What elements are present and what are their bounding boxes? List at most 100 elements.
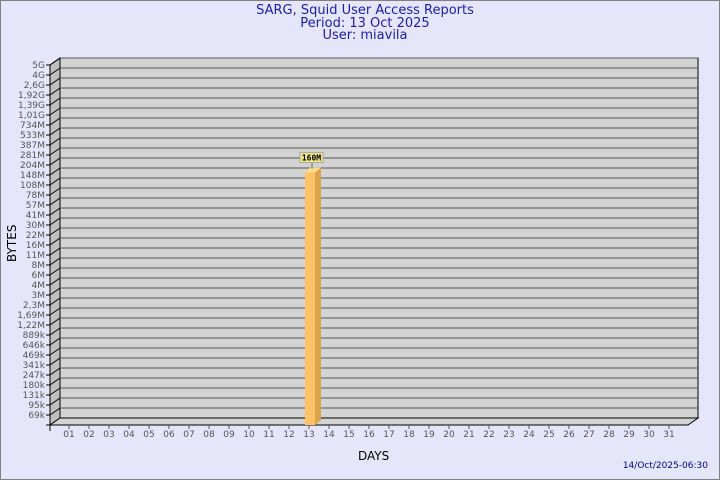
y-tick-label: 131k bbox=[23, 391, 46, 401]
y-tick-diagonal bbox=[49, 77, 61, 86]
y-tick-label: 204M bbox=[20, 161, 45, 171]
y-tick-diagonal bbox=[49, 257, 61, 266]
y-tick-label: 3M bbox=[32, 291, 46, 301]
y-tick-diagonal bbox=[49, 117, 61, 126]
chart-period: Period: 13 Oct 2025 bbox=[300, 16, 430, 31]
y-tick-label: 22M bbox=[26, 231, 45, 241]
y-tick-label: 57M bbox=[26, 201, 45, 211]
x-tick-label: 29 bbox=[623, 430, 635, 440]
x-tick-label: 28 bbox=[603, 430, 615, 440]
y-tick-diagonal bbox=[49, 377, 61, 386]
y-tick-diagonal bbox=[49, 187, 61, 196]
y-tick-label: 41M bbox=[26, 211, 45, 221]
y-tick-diagonal bbox=[49, 317, 61, 326]
x-tick-label: 20 bbox=[443, 430, 455, 440]
y-tick-diagonal bbox=[49, 307, 61, 316]
y-tick-label: 387M bbox=[20, 141, 45, 151]
y-tick-diagonal bbox=[49, 57, 61, 66]
y-tick-label: 78M bbox=[26, 191, 45, 201]
y-tick-label: 1,01G bbox=[18, 111, 45, 121]
x-tick-label: 21 bbox=[463, 430, 474, 440]
y-tick-diagonal bbox=[49, 337, 61, 346]
bar-side bbox=[315, 167, 321, 425]
y-tick-diagonal bbox=[49, 367, 61, 376]
x-tick-label: 24 bbox=[523, 430, 535, 440]
y-tick-diagonal bbox=[49, 357, 61, 366]
x-tick-label: 25 bbox=[543, 430, 554, 440]
x-tick-label: 16 bbox=[363, 430, 375, 440]
x-tick-label: 07 bbox=[183, 430, 194, 440]
y-tick-diagonal bbox=[49, 207, 61, 216]
x-tick-label: 17 bbox=[383, 430, 394, 440]
y-tick-label: 30M bbox=[26, 221, 45, 231]
y-tick-diagonal bbox=[49, 407, 61, 416]
y-tick-diagonal bbox=[49, 227, 61, 236]
x-tick-label: 18 bbox=[403, 430, 415, 440]
generated-timestamp: 14/Oct/2025-06:30 bbox=[622, 461, 708, 471]
y-tick-diagonal bbox=[49, 137, 61, 146]
x-tick-label: 06 bbox=[163, 430, 175, 440]
x-tick-label: 19 bbox=[423, 430, 435, 440]
y-tick-diagonal bbox=[49, 87, 61, 96]
y-tick-label: 180k bbox=[23, 381, 46, 391]
floor bbox=[48, 417, 700, 426]
x-tick-label: 27 bbox=[583, 430, 594, 440]
y-tick-diagonal bbox=[49, 277, 61, 286]
y-tick-diagonal bbox=[49, 397, 61, 406]
y-tick-diagonal bbox=[49, 347, 61, 356]
y-tick-diagonal bbox=[49, 247, 61, 256]
x-tick-label: 30 bbox=[643, 430, 655, 440]
x-tick-label: 11 bbox=[263, 430, 274, 440]
y-tick-diagonal bbox=[49, 287, 61, 296]
x-tick-label: 31 bbox=[663, 430, 674, 440]
y-tick-label: 8M bbox=[32, 261, 46, 271]
bar bbox=[305, 172, 315, 425]
y-tick-label: 16M bbox=[26, 241, 45, 251]
x-tick-label: 26 bbox=[563, 430, 575, 440]
x-tick-label: 05 bbox=[143, 430, 154, 440]
y-tick-diagonal bbox=[49, 177, 61, 186]
y-tick-diagonal bbox=[49, 157, 61, 166]
y-tick-diagonal bbox=[49, 127, 61, 136]
y-tick-label: 5G bbox=[32, 61, 45, 71]
y-tick-diagonal bbox=[49, 197, 61, 206]
x-tick-label: 15 bbox=[343, 430, 354, 440]
y-tick-diagonal bbox=[49, 97, 61, 106]
bar-top bbox=[305, 167, 321, 173]
x-tick-label: 03 bbox=[103, 430, 114, 440]
y-tick-label: 69k bbox=[28, 411, 45, 421]
y-tick-label: 469k bbox=[23, 351, 46, 361]
y-tick-label: 11M bbox=[26, 251, 45, 261]
x-tick-label: 14 bbox=[323, 430, 335, 440]
x-tick-label: 09 bbox=[223, 430, 235, 440]
y-tick-label: 6M bbox=[32, 271, 46, 281]
x-axis-label: DAYS bbox=[358, 449, 389, 463]
y-tick-label: 341k bbox=[23, 361, 46, 371]
y-tick-label: 734M bbox=[20, 121, 45, 131]
chart-user: User: miavila bbox=[322, 28, 408, 43]
chart-title: SARG, Squid User Access Reports bbox=[256, 3, 474, 18]
y-axis-label: BYTES bbox=[5, 225, 19, 262]
y-tick-label: 4G bbox=[32, 71, 45, 81]
y-tick-diagonal bbox=[49, 67, 61, 76]
y-tick-label: 1,92G bbox=[18, 91, 45, 101]
y-tick-label: 1,69M bbox=[17, 311, 45, 321]
data-label: 160M bbox=[302, 154, 321, 163]
y-tick-diagonal bbox=[49, 147, 61, 156]
y-tick-label: 889k bbox=[23, 331, 46, 341]
y-tick-diagonal bbox=[49, 327, 61, 336]
y-tick-label: 281M bbox=[20, 151, 45, 161]
y-tick-label: 1,22M bbox=[17, 321, 45, 331]
y-tick-label: 247k bbox=[23, 371, 46, 381]
y-tick-label: 1,39G bbox=[18, 101, 45, 111]
data-label-box bbox=[299, 152, 324, 164]
x-tick-label: 12 bbox=[283, 430, 294, 440]
y-tick-label: 108M bbox=[20, 181, 45, 191]
y-tick-diagonal bbox=[49, 387, 61, 396]
x-tick-label: 13 bbox=[303, 430, 314, 440]
y-tick-diagonal bbox=[49, 167, 61, 176]
x-tick-label: 10 bbox=[243, 430, 255, 440]
x-tick-label: 02 bbox=[83, 430, 94, 440]
y-tick-diagonal bbox=[49, 217, 61, 226]
